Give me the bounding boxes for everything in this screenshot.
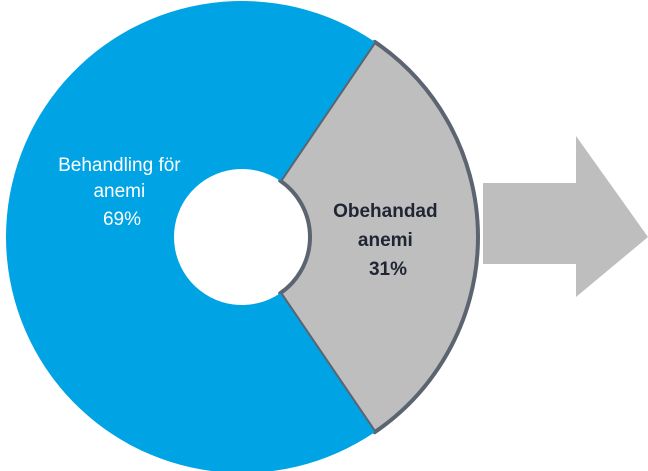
slice-value-untreated: 31% bbox=[369, 259, 407, 280]
slice-value-treated: 69% bbox=[103, 209, 141, 230]
slice-label-treated-line2: anemi bbox=[93, 181, 145, 202]
slice-label-treated: Behandling för anemi 69% bbox=[58, 155, 186, 230]
slice-label-treated-line1: Behandling för bbox=[58, 155, 181, 176]
slice-label-untreated-line2: anemi bbox=[358, 230, 413, 251]
right-arrow-icon bbox=[483, 136, 648, 297]
slice-label-untreated: Obehandad anemi 31% bbox=[333, 201, 443, 280]
donut-slices bbox=[6, 1, 480, 471]
slice-treated bbox=[6, 1, 375, 471]
slice-untreated bbox=[278, 39, 480, 435]
slice-label-untreated-line1: Obehandad bbox=[333, 201, 438, 222]
